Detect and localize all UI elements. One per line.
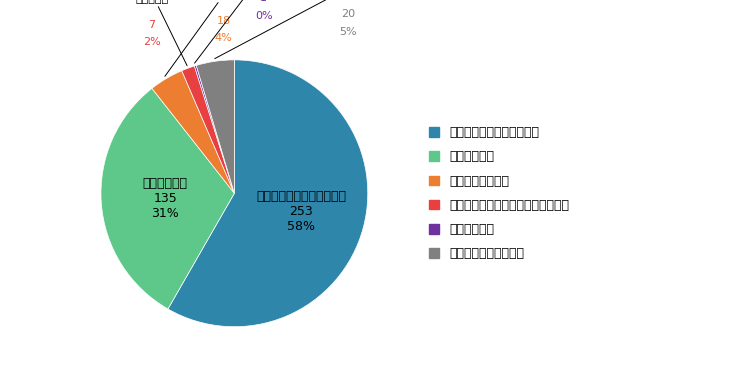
Text: 5%: 5% bbox=[339, 27, 357, 36]
Legend: いつも買う・ほとんど買う, 買う時が多い, 買わない時が多い, いつも買わない・めったに買わない, 覚えていない, 旅行や出張に行かない: いつも買う・ほとんど買う, 買う時が多い, 買わない時が多い, いつも買わない・… bbox=[424, 121, 574, 265]
Text: 旅行や出張に行かない: 旅行や出張に行かない bbox=[215, 0, 381, 59]
Text: 7: 7 bbox=[148, 20, 155, 30]
Text: 買う時が多い
135
31%: 買う時が多い 135 31% bbox=[143, 177, 187, 220]
Text: 覚えていない: 覚えていない bbox=[194, 0, 284, 63]
Text: 20: 20 bbox=[341, 9, 355, 19]
Wedge shape bbox=[197, 60, 234, 193]
Wedge shape bbox=[181, 66, 234, 193]
Text: 0%: 0% bbox=[255, 11, 272, 20]
Wedge shape bbox=[168, 60, 367, 327]
Wedge shape bbox=[152, 71, 234, 193]
Text: 2%: 2% bbox=[143, 37, 160, 47]
Wedge shape bbox=[101, 88, 234, 309]
Text: 18: 18 bbox=[217, 16, 231, 26]
Text: 1: 1 bbox=[260, 0, 267, 3]
Text: いつも買わない・めった
に買わない: いつも買わない・めった に買わない bbox=[115, 0, 188, 66]
Text: 買わない時が多い: 買わない時が多い bbox=[165, 0, 250, 76]
Text: いつも買う・ほとんど買う
253
58%: いつも買う・ほとんど買う 253 58% bbox=[256, 190, 346, 233]
Wedge shape bbox=[194, 66, 234, 193]
Text: 4%: 4% bbox=[215, 33, 233, 43]
